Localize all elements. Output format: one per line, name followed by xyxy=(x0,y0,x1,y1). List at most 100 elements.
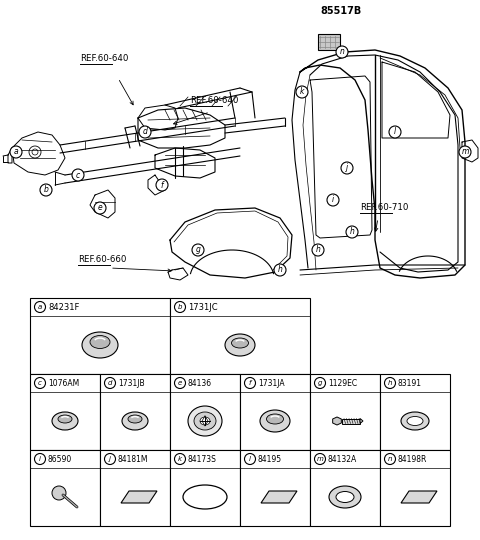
Text: k: k xyxy=(300,87,304,97)
Polygon shape xyxy=(261,491,297,503)
Circle shape xyxy=(336,46,348,58)
Ellipse shape xyxy=(52,412,78,430)
Polygon shape xyxy=(360,418,363,423)
Text: 1731JA: 1731JA xyxy=(258,379,285,388)
Text: c: c xyxy=(38,380,42,386)
Text: 84198R: 84198R xyxy=(398,455,427,463)
Circle shape xyxy=(314,454,325,464)
Ellipse shape xyxy=(128,415,142,423)
Text: m: m xyxy=(317,456,324,462)
Text: 84195: 84195 xyxy=(258,455,282,463)
Text: REF.60-710: REF.60-710 xyxy=(360,203,408,212)
Circle shape xyxy=(384,377,396,388)
Text: REF.60-640: REF.60-640 xyxy=(190,96,239,105)
Bar xyxy=(310,450,380,526)
Circle shape xyxy=(244,454,255,464)
Text: e: e xyxy=(97,204,102,213)
Text: m: m xyxy=(461,147,468,157)
Bar xyxy=(318,34,340,50)
Text: d: d xyxy=(143,127,147,137)
Text: f: f xyxy=(249,380,251,386)
Text: h: h xyxy=(277,266,282,274)
Circle shape xyxy=(341,162,353,174)
Text: 84132A: 84132A xyxy=(328,455,357,463)
Circle shape xyxy=(40,184,52,196)
Text: REF.60-660: REF.60-660 xyxy=(78,255,126,264)
Circle shape xyxy=(296,86,308,98)
Ellipse shape xyxy=(200,417,210,425)
Text: i: i xyxy=(39,456,41,462)
Text: g: g xyxy=(195,246,201,254)
Circle shape xyxy=(459,146,471,158)
Circle shape xyxy=(244,377,255,388)
Ellipse shape xyxy=(266,414,284,424)
Circle shape xyxy=(52,486,66,500)
Text: 1731JB: 1731JB xyxy=(118,379,144,388)
Ellipse shape xyxy=(401,412,429,430)
Text: j: j xyxy=(109,456,111,462)
Text: 85517B: 85517B xyxy=(320,6,361,16)
Text: k: k xyxy=(178,456,182,462)
Text: 1076AM: 1076AM xyxy=(48,379,79,388)
Text: h: h xyxy=(315,246,321,254)
Circle shape xyxy=(175,301,185,313)
Text: i: i xyxy=(332,195,334,205)
Circle shape xyxy=(346,226,358,238)
Ellipse shape xyxy=(260,410,290,432)
Text: b: b xyxy=(44,186,48,194)
Text: b: b xyxy=(178,304,182,310)
Circle shape xyxy=(10,146,22,158)
Ellipse shape xyxy=(407,416,423,426)
Text: 83191: 83191 xyxy=(398,379,422,388)
Text: 84173S: 84173S xyxy=(188,455,217,463)
Bar xyxy=(170,298,310,374)
Bar xyxy=(240,374,310,450)
Text: 1731JC: 1731JC xyxy=(188,302,217,312)
Circle shape xyxy=(156,179,168,191)
Circle shape xyxy=(35,454,46,464)
Text: n: n xyxy=(388,456,392,462)
Ellipse shape xyxy=(122,412,148,430)
Text: h: h xyxy=(349,227,354,237)
Ellipse shape xyxy=(329,486,361,508)
Circle shape xyxy=(72,169,84,181)
Bar xyxy=(30,298,170,374)
Circle shape xyxy=(175,377,185,388)
Bar xyxy=(100,374,170,450)
Circle shape xyxy=(175,454,185,464)
Circle shape xyxy=(389,126,401,138)
Circle shape xyxy=(105,454,116,464)
Bar xyxy=(100,450,170,526)
Circle shape xyxy=(314,377,325,388)
Text: REF.60-640: REF.60-640 xyxy=(80,54,128,63)
Ellipse shape xyxy=(58,415,72,423)
Polygon shape xyxy=(401,491,437,503)
Ellipse shape xyxy=(336,491,354,503)
Ellipse shape xyxy=(188,406,222,436)
Text: j: j xyxy=(346,164,348,172)
Bar xyxy=(30,374,100,450)
Bar xyxy=(170,450,240,526)
Bar xyxy=(170,374,240,450)
Circle shape xyxy=(192,244,204,256)
Circle shape xyxy=(35,377,46,388)
Polygon shape xyxy=(121,491,157,503)
Bar xyxy=(310,374,380,450)
Text: l: l xyxy=(394,127,396,137)
Text: 84181M: 84181M xyxy=(118,455,148,463)
Ellipse shape xyxy=(90,335,110,348)
Polygon shape xyxy=(333,417,341,425)
Text: h: h xyxy=(388,380,392,386)
Circle shape xyxy=(312,244,324,256)
Text: 1129EC: 1129EC xyxy=(328,379,357,388)
Text: g: g xyxy=(318,380,322,386)
Circle shape xyxy=(105,377,116,388)
Text: c: c xyxy=(76,171,80,179)
Text: e: e xyxy=(178,380,182,386)
Circle shape xyxy=(327,194,339,206)
Text: a: a xyxy=(38,304,42,310)
Text: 86590: 86590 xyxy=(48,455,72,463)
Bar xyxy=(380,374,450,450)
Bar xyxy=(342,418,360,423)
Text: d: d xyxy=(108,380,112,386)
